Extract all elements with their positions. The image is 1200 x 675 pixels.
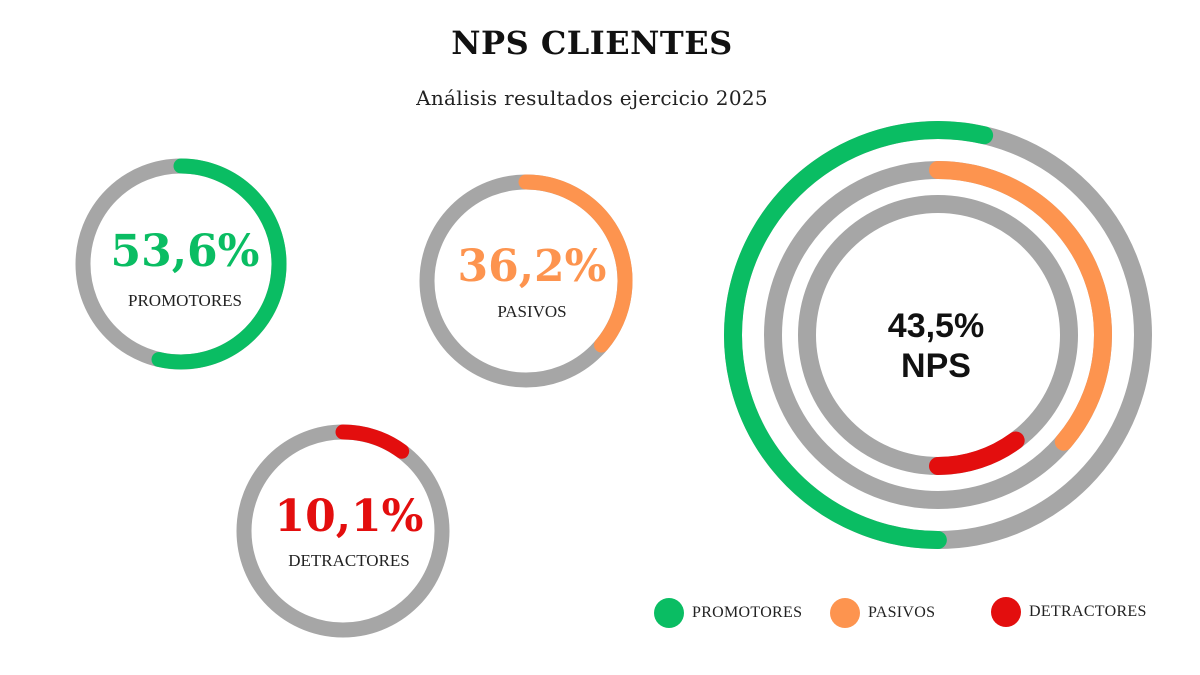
legend-label-detractores: DETRACTORES [1029, 603, 1147, 620]
legend-item-detractores: DETRACTORES [991, 597, 1147, 627]
legend-item-promotores: PROMOTORES [654, 598, 802, 628]
detractores-label: DETRACTORES [288, 551, 410, 570]
nps-outer-arc [724, 121, 994, 549]
detractores-value: 10,1% [275, 491, 424, 542]
nps-inner-arc [929, 431, 1025, 475]
legend-label-promotores: PROMOTORES [692, 604, 803, 621]
chart-title: NPS CLIENTES [451, 24, 733, 62]
legend-label-pasivos: PASIVOS [868, 604, 936, 621]
nps-caption: NPS [901, 347, 971, 385]
promotores-value: 53,6% [111, 226, 260, 277]
promotores-arc [151, 158, 287, 370]
detractores-arc [335, 424, 410, 459]
legend-swatch-detractores [991, 597, 1021, 627]
pasivos-value: 36,2% [458, 241, 607, 292]
promotores-label: PROMOTORES [128, 291, 242, 310]
nps-middle-arc [929, 161, 1112, 451]
legend-swatch-pasivos [830, 598, 860, 628]
legend-swatch-promotores [654, 598, 684, 628]
pasivos-label: PASIVOS [497, 302, 566, 321]
pasivos-arc [518, 174, 633, 353]
nps-value: 43,5% [888, 307, 984, 345]
legend-item-pasivos: PASIVOS [830, 598, 935, 628]
chart-subtitle: Análisis resultados ejercicio 2025 [416, 86, 768, 110]
